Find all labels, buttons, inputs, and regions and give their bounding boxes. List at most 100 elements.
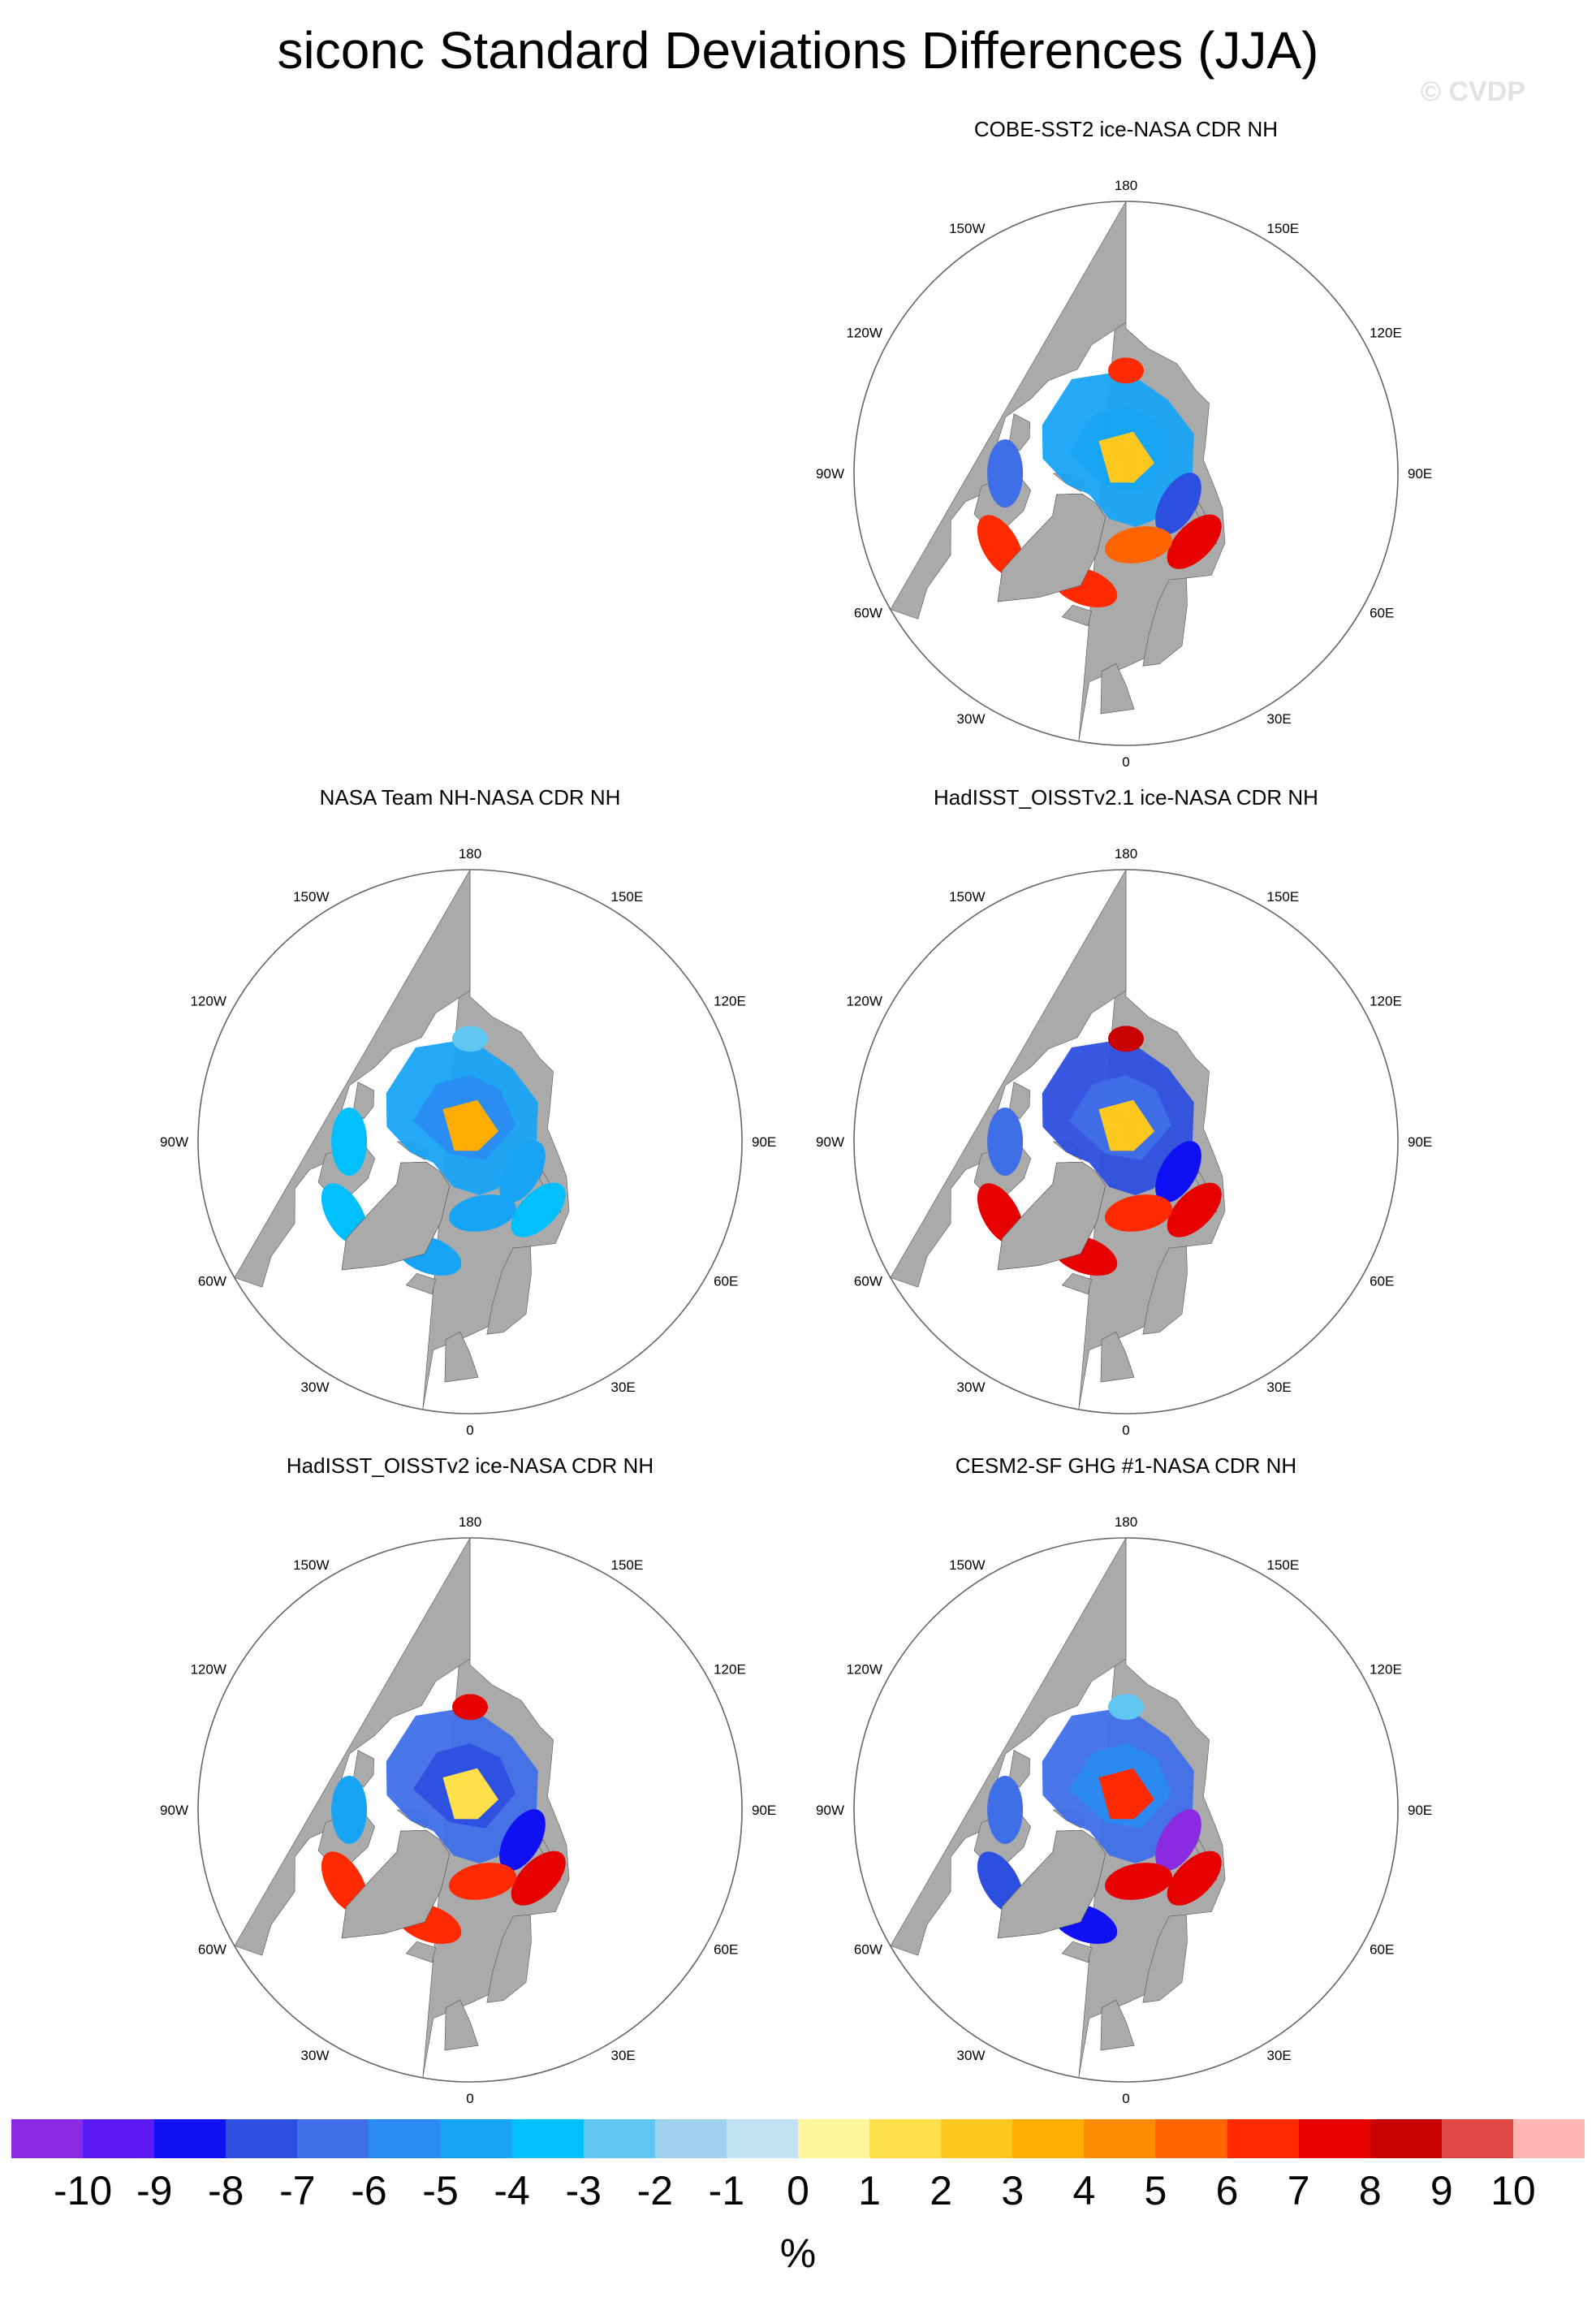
- longitude-label: 120W: [846, 994, 882, 1009]
- colorbar-box: [654, 2119, 727, 2158]
- colorbar-box: [1370, 2119, 1443, 2158]
- longitude-label: 120W: [846, 326, 882, 341]
- ice-field-margin: [511, 1182, 566, 1237]
- ice-field-central: [1098, 1099, 1154, 1151]
- colorbar-box: [1227, 2119, 1300, 2158]
- land-greenland: [997, 493, 1106, 602]
- land-mass: [405, 1941, 437, 1963]
- longitude-label: 60W: [198, 1942, 226, 1958]
- colorbar-box: [369, 2119, 442, 2158]
- colorbar-tick-label: -3: [565, 2168, 602, 2213]
- colorbar-tick-label: 1: [858, 2168, 881, 2213]
- colorbar-tick-label: -8: [208, 2168, 244, 2213]
- map-border: [197, 1537, 743, 2083]
- ice-field-central: [442, 1099, 498, 1151]
- longitude-label: 60W: [854, 1274, 882, 1289]
- ice-field-central: [442, 1768, 498, 1820]
- colorbar-box: [511, 2119, 584, 2158]
- longitude-label: 180: [1115, 846, 1137, 862]
- land-mass: [1008, 1082, 1031, 1120]
- land-greenland: [997, 1161, 1106, 1271]
- longitude-label: 150W: [949, 889, 985, 905]
- colorbar-unit: %: [779, 2230, 817, 2276]
- ice-field-margin: [1155, 1809, 1201, 1872]
- map-panel-cesm2: CESM2-SF GHG #1-NASA CDR NH 180 150W 150E 1…: [816, 1453, 1434, 2118]
- longitude-label: 90E: [1408, 1803, 1432, 1818]
- longitude-label: 0: [466, 2091, 473, 2106]
- colorbar-tick-label: -5: [422, 2168, 459, 2213]
- map-panel-cobe: COBE-SST2 ice-NASA CDR NH 180 150W 150E 120…: [816, 116, 1434, 782]
- panel-title: NASA Team NH-NASA CDR NH: [319, 785, 621, 810]
- colorbar-tick-label: -1: [708, 2168, 745, 2213]
- longitude-label: 60E: [1370, 606, 1394, 621]
- land-mass: [1142, 1914, 1188, 2003]
- longitude-label: 90W: [816, 1134, 844, 1150]
- ice-field-margin: [331, 1776, 368, 1844]
- map-body: [854, 1538, 1398, 2082]
- polar-map: 180 150W 150E 120W 120E 90W 90E 60W 60E 30W 30E 0: [160, 1514, 776, 2106]
- longitude-label: 60W: [198, 1274, 226, 1289]
- colorbar-box: [1512, 2119, 1585, 2158]
- longitude-label: 30W: [301, 1380, 330, 1395]
- colorbar-tick-label: 10: [1490, 2168, 1536, 2213]
- colorbar-box: [941, 2119, 1013, 2158]
- colorbar-tick-label: 7: [1287, 2168, 1310, 2213]
- colorbar: [11, 2119, 1585, 2158]
- colorbar-box: [1441, 2119, 1514, 2158]
- ice-field-central: [1098, 431, 1154, 483]
- polar-map: 180 150W 150E 120W 120E 90W 90E 60W 60E 30W 30E 0: [816, 1514, 1432, 2106]
- colorbar-tick-label: 5: [1144, 2168, 1167, 2213]
- land-mass: [1008, 1750, 1031, 1788]
- colorbar-box: [583, 2119, 656, 2158]
- ice-field-bering: [1108, 357, 1144, 384]
- colorbar-tick-label: -4: [494, 2168, 530, 2213]
- longitude-label: 150E: [611, 889, 644, 905]
- colorbar-box: [1012, 2119, 1085, 2158]
- colorbar-tick-label: 0: [787, 2168, 809, 2213]
- ice-field-margin: [1167, 1182, 1222, 1237]
- longitude-label: 30E: [1267, 1380, 1292, 1395]
- longitude-label: 90E: [752, 1134, 776, 1150]
- ice-field-bering: [1108, 1694, 1144, 1721]
- longitude-label: 60E: [1370, 1942, 1394, 1958]
- longitude-label: 120W: [190, 994, 226, 1009]
- polar-map: 180 150W 150E 120W 120E 90W 90E 60W 60E 30W 30E 0: [160, 846, 776, 1438]
- longitude-label: 60E: [1370, 1274, 1394, 1289]
- land-mass: [486, 1914, 532, 2003]
- colorbar-box: [11, 2119, 84, 2158]
- longitude-label: 180: [459, 846, 481, 862]
- map-panel-nasa-team: NASA Team NH-NASA CDR NH 180 150W 150E 120W…: [160, 784, 779, 1450]
- land-mass: [1061, 604, 1093, 627]
- ice-field-bering: [452, 1026, 488, 1052]
- land-mass: [1142, 1246, 1188, 1335]
- longitude-label: 120E: [714, 1662, 746, 1678]
- longitude-label: 60W: [854, 606, 882, 621]
- ice-field-margin: [331, 1108, 368, 1176]
- ice-field-margin: [987, 439, 1024, 507]
- land-mass: [486, 1246, 532, 1335]
- longitude-label: 180: [1115, 1514, 1137, 1530]
- longitude-label: 60E: [714, 1942, 738, 1958]
- longitude-label: 150E: [611, 1557, 644, 1573]
- longitude-label: 150W: [293, 1557, 329, 1573]
- colorbar-tick-label: 8: [1358, 2168, 1382, 2213]
- longitude-label: 180: [459, 1514, 481, 1530]
- ice-field-central: [1098, 1768, 1154, 1820]
- longitude-label: 90E: [1408, 1134, 1432, 1150]
- ice-field-margin: [987, 1108, 1024, 1176]
- longitude-label: 120E: [714, 994, 746, 1009]
- longitude-label: 60W: [854, 1942, 882, 1958]
- ice-field-margin: [499, 1141, 546, 1203]
- land-greenland: [341, 1161, 451, 1271]
- ice-field-margin: [448, 1194, 517, 1232]
- colorbar-tick-label: 4: [1072, 2168, 1096, 2213]
- polar-map: 180 150W 150E 120W 120E 90W 90E 60W 60E 30W 30E 0: [816, 846, 1432, 1438]
- longitude-label: 150E: [1267, 1557, 1300, 1573]
- longitude-label: 120E: [1370, 1662, 1402, 1678]
- ice-field-margin: [1104, 1863, 1173, 1900]
- colorbar-tick-label: -9: [136, 2168, 173, 2213]
- longitude-label: 30W: [957, 711, 986, 727]
- land-greenland: [341, 1829, 451, 1939]
- figure-title: siconc Standard Deviations Differences (…: [277, 21, 1319, 80]
- colorbar-tick-label: 6: [1215, 2168, 1239, 2213]
